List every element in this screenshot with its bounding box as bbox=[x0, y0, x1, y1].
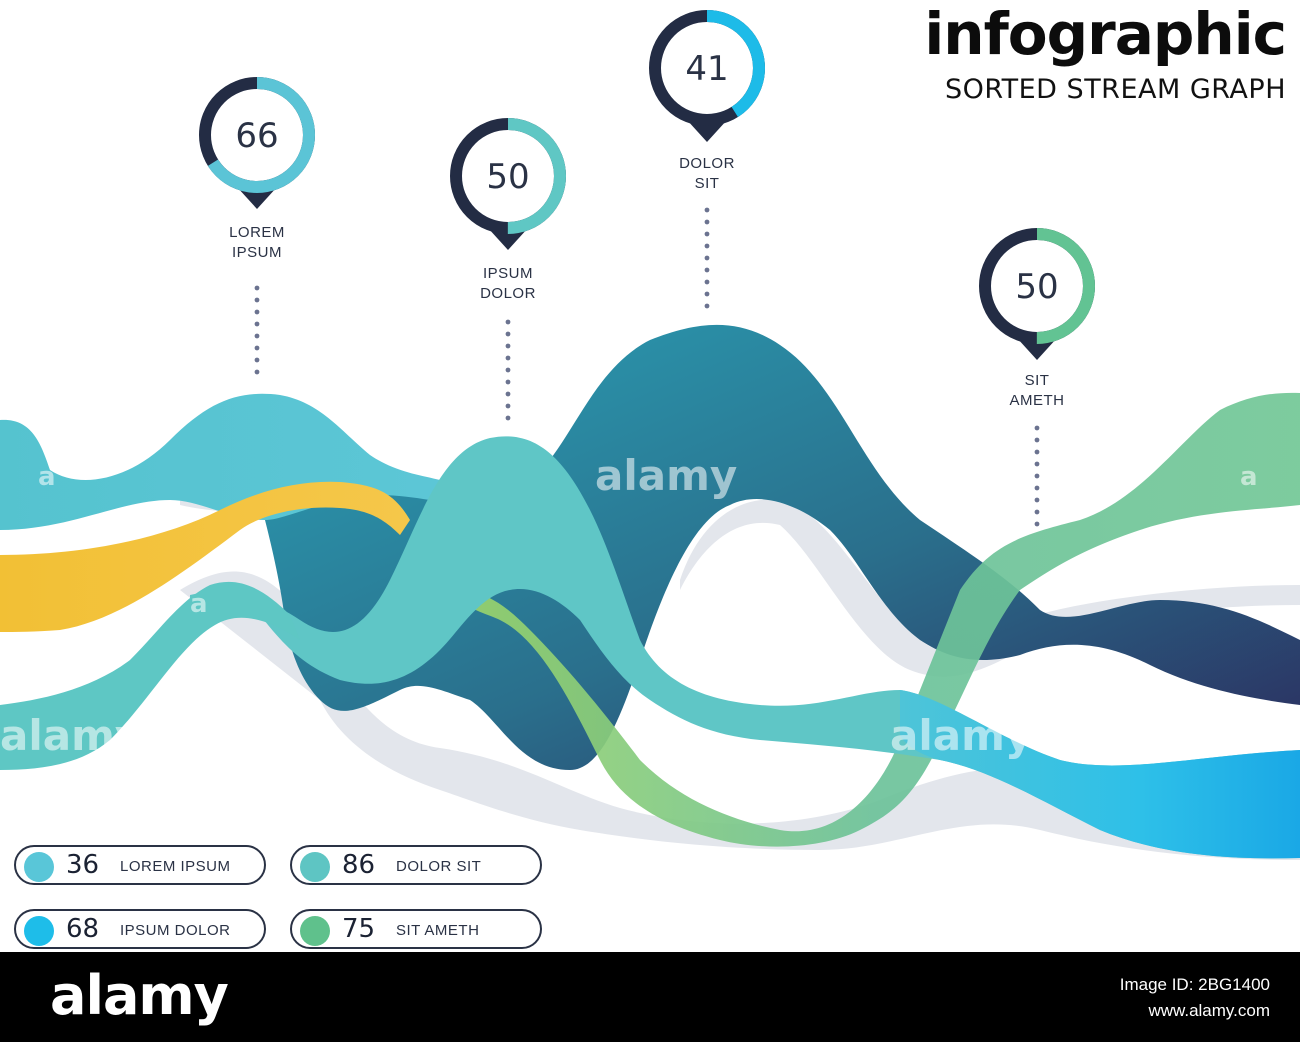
infographic-canvas: alamy alamy alamy a a a a 66 LOREM IPSUM 50… bbox=[0, 0, 1300, 949]
legend-color-dot bbox=[24, 852, 54, 882]
pin-progress-arc bbox=[199, 77, 315, 193]
pin-value: 50 bbox=[1015, 267, 1058, 307]
pin-label: SIT bbox=[695, 175, 720, 192]
leader-dot bbox=[1034, 509, 1040, 515]
legend-value: 86 bbox=[342, 850, 376, 880]
leader-dot bbox=[254, 285, 260, 291]
site-url: www.alamy.com bbox=[1148, 1001, 1270, 1020]
leader-dot bbox=[704, 219, 710, 225]
pin-tail bbox=[687, 120, 727, 142]
leader-dot bbox=[505, 319, 511, 325]
watermark-text: a bbox=[190, 589, 208, 619]
stream-dark bbox=[262, 324, 1300, 770]
legend-label: DOLOR SIT bbox=[396, 858, 482, 875]
leader-dot bbox=[505, 367, 511, 373]
leader-dot bbox=[505, 415, 511, 421]
leader-dot bbox=[1034, 521, 1040, 527]
watermark-text: a bbox=[1240, 462, 1258, 492]
pin-tail bbox=[1017, 338, 1057, 360]
legend-item: 36 LOREM IPSUM bbox=[14, 845, 266, 885]
leader-dot bbox=[254, 321, 260, 327]
leader-dot bbox=[254, 357, 260, 363]
watermark-text: alamy bbox=[0, 711, 142, 760]
leader-dot bbox=[505, 331, 511, 337]
pin-progress-arc bbox=[649, 10, 765, 126]
watermark-text: alamy bbox=[890, 711, 1032, 760]
leader-dot bbox=[1034, 449, 1040, 455]
watermark-text: a bbox=[38, 462, 56, 492]
leader-dot bbox=[505, 403, 511, 409]
leader-dot bbox=[1034, 437, 1040, 443]
leader-dot bbox=[254, 309, 260, 315]
leader-dot bbox=[704, 291, 710, 297]
footer-bar: alamy Image ID: 2BG1400 www.alamy.com bbox=[0, 952, 1300, 1042]
legend-item: 68 IPSUM DOLOR bbox=[14, 909, 266, 949]
pin-label: DOLOR bbox=[480, 285, 536, 302]
image-id: Image ID: 2BG1400 bbox=[1119, 975, 1270, 994]
leader-dot bbox=[505, 355, 511, 361]
leader-dot bbox=[505, 391, 511, 397]
leader-dot bbox=[505, 379, 511, 385]
legend-color-dot bbox=[24, 916, 54, 946]
pin-label: IPSUM bbox=[483, 265, 533, 282]
pin-tail bbox=[237, 187, 277, 209]
footer-logo: alamy bbox=[50, 964, 229, 1027]
leader-dot bbox=[1034, 425, 1040, 431]
pin-label: AMETH bbox=[1010, 392, 1065, 409]
pin-label: LOREM bbox=[229, 224, 285, 241]
legend-value: 36 bbox=[66, 850, 100, 880]
page-title: infographic bbox=[924, 0, 1287, 68]
pin-value: 66 bbox=[235, 116, 278, 156]
stream-graph: alamy alamy alamy a a a a 66LOREMIPSUM50… bbox=[0, 10, 1300, 860]
leader-dot bbox=[704, 243, 710, 249]
stream-yellow bbox=[0, 481, 410, 632]
pin-value: 41 bbox=[685, 49, 728, 89]
pin-label: IPSUM bbox=[232, 244, 282, 261]
legend-item: 86 DOLOR SIT bbox=[290, 845, 542, 885]
page-subtitle: SORTED STREAM GRAPH bbox=[944, 74, 1286, 105]
legend-label: IPSUM DOLOR bbox=[120, 922, 231, 939]
pin-marker: 50 IPSUM DOLOR bbox=[450, 118, 566, 421]
stream-blue-tail bbox=[900, 690, 1300, 859]
leader-dot bbox=[704, 303, 710, 309]
stream-left-lower bbox=[0, 581, 300, 770]
legend-color-dot bbox=[300, 852, 330, 882]
pin-marker: 41 DOLOR SIT bbox=[649, 10, 765, 309]
pin-marker: 66 LOREM IPSUM bbox=[199, 77, 315, 375]
leader-dot bbox=[1034, 485, 1040, 491]
watermark-text: a bbox=[640, 722, 658, 752]
value-markers: 66 LOREM IPSUM 50 IPSUM DOLOR 41 DOLOR SIT 50 SIT A… bbox=[199, 10, 1095, 527]
leader-dot bbox=[704, 279, 710, 285]
leader-dot bbox=[254, 369, 260, 375]
leader-dot bbox=[254, 333, 260, 339]
pin-progress-arc bbox=[450, 118, 566, 234]
watermark-text: alamy bbox=[595, 451, 737, 500]
leader-dot bbox=[1034, 473, 1040, 479]
leader-dot bbox=[1034, 461, 1040, 467]
watermarks: alamy alamy alamy a a a a bbox=[0, 451, 1258, 760]
leader-dot bbox=[254, 345, 260, 351]
leader-dot bbox=[1034, 497, 1040, 503]
pin-marker: 50 SIT AMETH bbox=[979, 228, 1095, 527]
leader-dot bbox=[704, 255, 710, 261]
legend-item: 75 SIT AMETH bbox=[290, 909, 542, 949]
leader-dot bbox=[505, 343, 511, 349]
leader-dot bbox=[254, 297, 260, 303]
leader-dot bbox=[704, 207, 710, 213]
legend-label: SIT AMETH bbox=[396, 922, 480, 939]
legend-label: LOREM IPSUM bbox=[120, 858, 231, 875]
legend-value: 75 bbox=[342, 914, 376, 944]
leader-dot bbox=[704, 267, 710, 273]
leader-dot bbox=[704, 231, 710, 237]
pin-label: SIT bbox=[1025, 372, 1050, 389]
pin-tail bbox=[488, 228, 528, 250]
stream-sit-ameth bbox=[460, 392, 1300, 847]
footer-credit: Image ID: 2BG1400 www.alamy.com bbox=[1120, 972, 1270, 1024]
pin-progress-arc bbox=[979, 228, 1095, 344]
legend-color-dot bbox=[300, 916, 330, 946]
pin-label: DOLOR bbox=[679, 155, 735, 172]
legend-value: 68 bbox=[66, 914, 100, 944]
pin-value: 50 bbox=[486, 157, 529, 197]
